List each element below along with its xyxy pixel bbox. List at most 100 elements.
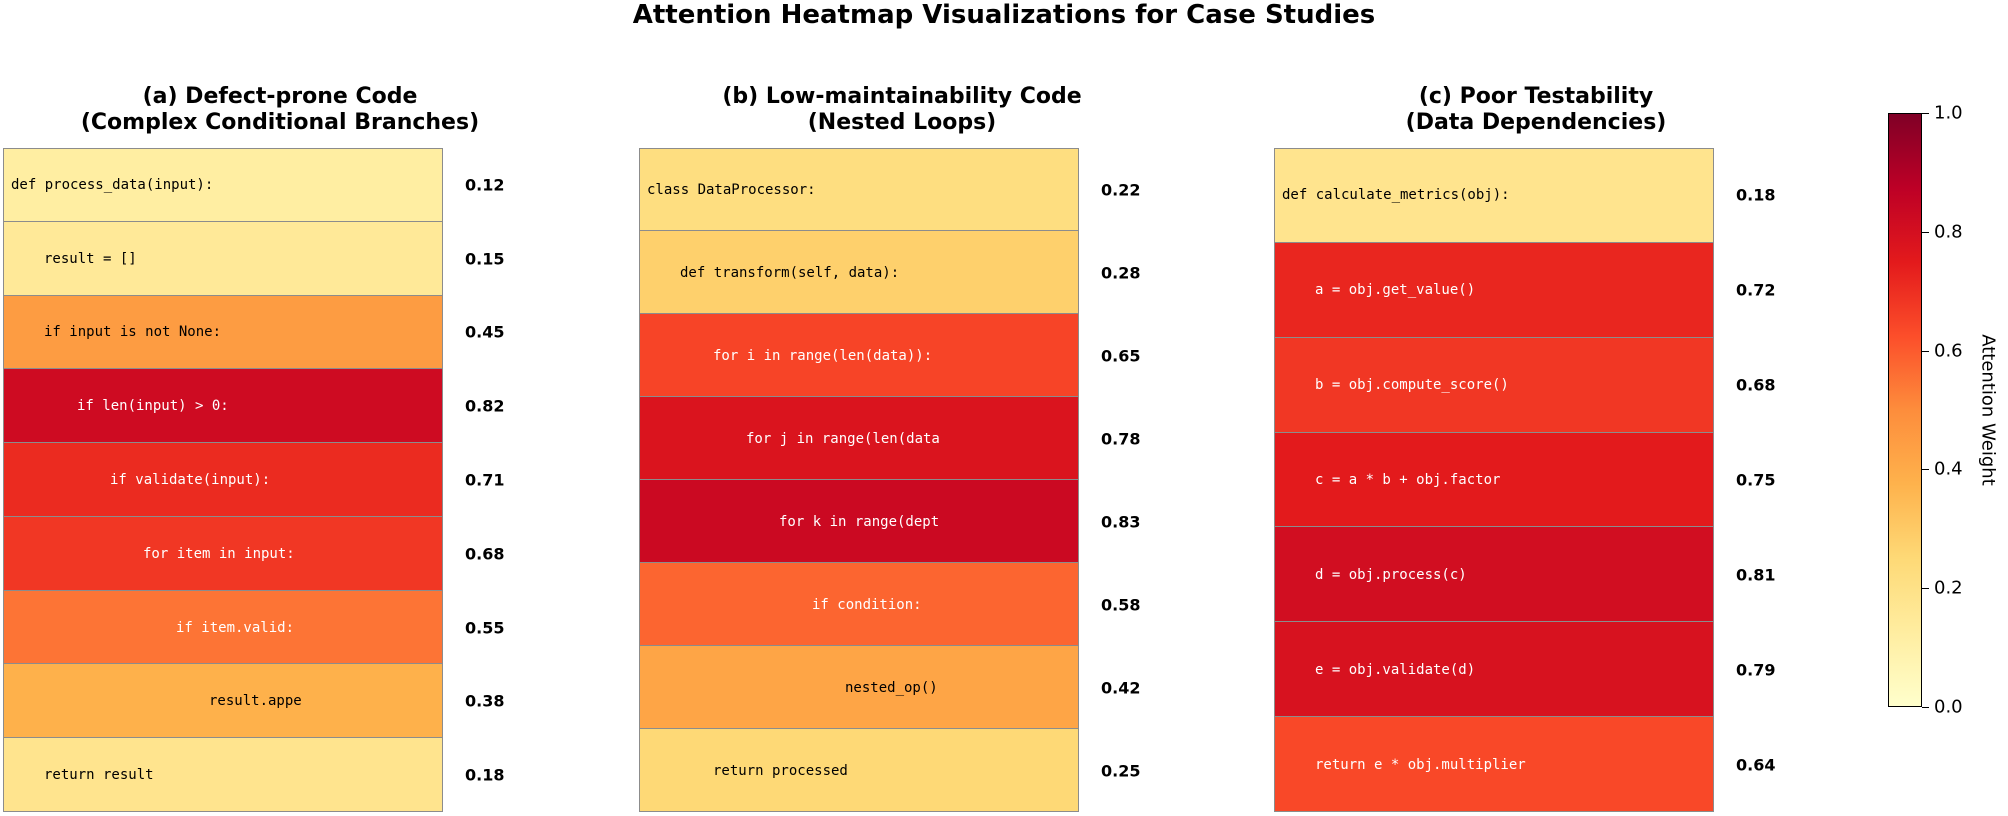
heatmap-row: def transform(self, data): 0.28 (639, 231, 1140, 314)
heatmap-row: result.appe 0.38 (3, 664, 504, 739)
heatmap-cell (3, 664, 443, 739)
code-line-label: if len(input) > 0: (77, 398, 229, 415)
heatmap-cell (639, 397, 1079, 480)
heatmap-row: a = obj.get_value() 0.72 (1274, 242, 1775, 338)
attention-value-label: 0.18 (465, 765, 505, 785)
heatmap-cell (639, 729, 1079, 812)
attention-value-label: 0.65 (1101, 346, 1141, 365)
code-line-label: def process_data(input): (11, 176, 214, 193)
heatmap-cell (3, 295, 443, 370)
attention-value-label: 0.12 (465, 175, 505, 195)
code-line-label: for j in range(len(data (746, 430, 940, 447)
heatmap-row: class DataProcessor: 0.22 (639, 148, 1140, 231)
attention-value-label: 0.71 (465, 470, 505, 490)
colorbar-tick (1922, 231, 1929, 233)
heatmap-row: if input is not None: 0.45 (3, 295, 504, 370)
colorbar-tick-label: 0.0 (1934, 696, 1963, 718)
panel-b-title-line-1: (b) Low-maintainability Code (722, 84, 1082, 109)
heatmap-cell (3, 590, 443, 665)
panel-c-title-line-2: (Data Dependencies) (1405, 110, 1667, 135)
code-line-label: return e * obj.multiplier (1315, 756, 1526, 773)
code-line-label: return processed (713, 762, 848, 779)
heatmap-cell (3, 369, 443, 444)
heatmap-panel-b: class DataProcessor: 0.22 def transform(se… (639, 148, 1140, 812)
heatmap-row: d = obj.process(c) 0.81 (1274, 527, 1775, 623)
panel-b-title-line-2: (Nested Loops) (807, 110, 997, 135)
heatmap-row: def calculate_metrics(obj): 0.18 (1274, 148, 1775, 243)
code-line-label: if input is not None: (44, 324, 222, 341)
attention-value-label: 0.45 (465, 322, 505, 342)
heatmap-cell (1274, 527, 1714, 623)
attention-value-label: 0.38 (465, 691, 505, 711)
heatmap-row: if item.valid: 0.55 (3, 590, 504, 665)
code-line-label: c = a * b + obj.factor (1315, 471, 1501, 488)
colorbar-tick (1922, 707, 1929, 708)
heatmap-cell (3, 443, 443, 517)
panel-a-title-line-1: (a) Defect-prone Code (142, 84, 418, 109)
attention-value-label: 0.64 (1736, 755, 1776, 775)
colorbar-tick-label: 0.6 (1934, 340, 1963, 362)
heatmap-row: if len(input) > 0: 0.82 (3, 369, 504, 444)
attention-value-label: 0.25 (1101, 761, 1141, 780)
heatmap-cell (3, 516, 443, 591)
code-line-label: class DataProcessor: (647, 181, 816, 198)
code-line-label: e = obj.validate(d) (1315, 661, 1476, 678)
heatmap-row: for item in input: 0.68 (3, 516, 504, 591)
attention-value-label: 0.42 (1101, 678, 1141, 697)
heatmap-cell (639, 480, 1079, 563)
heatmap-row: result = [] 0.15 (3, 221, 504, 296)
heatmap-row: for j in range(len(data 0.78 (639, 397, 1140, 480)
heatmap-row: c = a * b + obj.factor 0.75 (1274, 432, 1775, 528)
panel-a-title: (a) Defect-prone Code (Complex Condition… (0, 84, 560, 136)
attention-value-label: 0.15 (465, 249, 505, 269)
heatmap-row: return e * obj.multiplier 0.64 (1274, 717, 1775, 812)
code-line-label: result = [] (44, 250, 137, 267)
heatmap-cell (1274, 242, 1714, 338)
colorbar-tick-label: 0.4 (1934, 458, 1963, 480)
heatmap-row: if validate(input): 0.71 (3, 443, 504, 517)
heatmap-panel-c: def calculate_metrics(obj): 0.18 a = obj.g… (1274, 148, 1775, 812)
heatmap-row: nested_op() 0.42 (639, 646, 1140, 729)
colorbar (1888, 113, 1922, 707)
code-line-label: return result (44, 767, 154, 784)
heatmap-cell (3, 221, 443, 296)
heatmap-cell (1274, 148, 1714, 243)
attention-value-label: 0.81 (1736, 565, 1776, 585)
main-title: Attention Heatmap Visualizations for Cas… (632, 0, 1376, 30)
panel-c-title-line-1: (c) Poor Testability (1418, 84, 1654, 109)
code-line-label: result.appe (209, 693, 302, 710)
colorbar-tick (1922, 113, 1929, 114)
colorbar-tick-label: 0.8 (1934, 221, 1963, 243)
heatmap-row: def process_data(input): 0.12 (3, 148, 504, 222)
attention-value-label: 0.83 (1101, 512, 1141, 531)
heatmap-row: if condition: 0.58 (639, 563, 1140, 646)
attention-value-label: 0.82 (465, 396, 505, 416)
attention-value-label: 0.68 (1736, 375, 1776, 395)
heatmap-cell (639, 231, 1079, 314)
heatmap-row: return processed 0.25 (639, 729, 1140, 812)
colorbar-tick (1922, 350, 1929, 352)
heatmap-row: e = obj.validate(d) 0.79 (1274, 622, 1775, 718)
colorbar-tick (1922, 588, 1929, 590)
attention-value-label: 0.68 (465, 544, 505, 564)
heatmap-row: for k in range(dept 0.83 (639, 480, 1140, 563)
heatmap-cell (3, 148, 443, 222)
code-line-label: for item in input: (143, 545, 295, 562)
attention-value-label: 0.55 (465, 618, 505, 638)
colorbar-label: Attention Weight (1977, 334, 1999, 486)
attention-value-label: 0.79 (1736, 660, 1776, 680)
heatmap-cell (639, 148, 1079, 231)
code-line-label: if condition: (812, 596, 922, 613)
heatmap-cell (3, 738, 443, 812)
heatmap-cell (1274, 717, 1714, 812)
code-line-label: d = obj.process(c) (1315, 566, 1467, 583)
code-line-label: for i in range(len(data)): (713, 347, 933, 364)
attention-value-label: 0.58 (1101, 595, 1141, 614)
heatmap-cell (639, 314, 1079, 397)
attention-value-label: 0.28 (1101, 263, 1141, 282)
panel-b-title: (b) Low-maintainability Code (Nested Loo… (622, 84, 1182, 136)
attention-value-label: 0.72 (1736, 280, 1776, 300)
heatmap-cell (639, 563, 1079, 646)
panel-c-title: (c) Poor Testability (Data Dependencies) (1256, 84, 1816, 136)
colorbar-tick-label: 0.2 (1934, 577, 1963, 599)
